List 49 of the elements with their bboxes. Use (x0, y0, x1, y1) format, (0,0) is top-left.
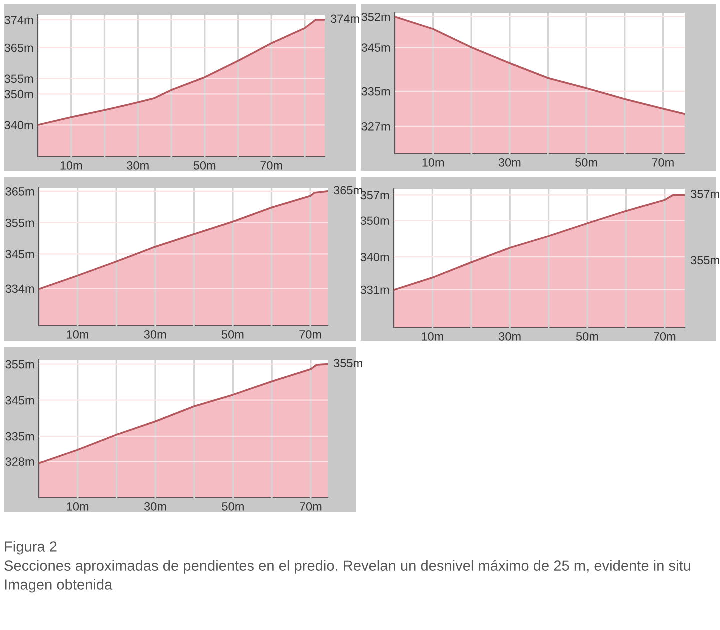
y-tick-label: 355m (6, 360, 34, 369)
x-tick-label: 30m (144, 502, 166, 511)
x-tick-label: 10m (67, 330, 88, 339)
y-tick-label: 350m (4, 90, 34, 99)
y-tick-label: 340m (4, 121, 34, 130)
y-tick-label: 365m (6, 187, 34, 196)
x-tick-label: 30m (499, 332, 521, 341)
y-tick-label: 328m (6, 458, 34, 466)
annotation: 355m (334, 359, 362, 368)
x-tick-label: 30m (498, 158, 521, 167)
x-tick-label: 70m (260, 161, 282, 170)
x-tick-label: 10m (422, 158, 444, 167)
text: Secciones aproximadas de pendientes en el predio. Revelan un desnivel máximo de 25 m, evidente in situ (4, 560, 690, 574)
x-tick-label: 50m (222, 502, 244, 511)
x-tick-label: 10m (422, 332, 444, 341)
x-tick-label: 10m (67, 502, 89, 511)
x-tick-label: 30m (127, 161, 149, 170)
y-tick-label: 352m (362, 12, 390, 22)
annotation: 357m (691, 190, 720, 198)
y-tick-label: 335m (362, 87, 390, 96)
x-tick-label: 50m (576, 332, 598, 341)
x-tick-label: 30m (144, 330, 166, 339)
annotation: 355m (691, 256, 720, 265)
y-tick-label: 334m (6, 284, 34, 294)
y-tick-label: 331m (360, 286, 390, 294)
y-tick-label: 340m (360, 253, 390, 262)
x-tick-label: 10m (60, 161, 82, 170)
y-tick-label: 345m (6, 396, 34, 405)
y-tick-label: 355m (6, 218, 34, 228)
text: Figura 2 (5, 541, 57, 555)
y-tick-label: 345m (362, 44, 390, 52)
annotation: 374m (331, 14, 360, 24)
y-tick-label: 335m (6, 432, 34, 441)
x-tick-label: 50m (576, 158, 598, 167)
x-tick-label: 70m (300, 330, 322, 339)
x-tick-label: 50m (222, 330, 244, 339)
y-tick-label: 350m (360, 216, 390, 226)
y-tick-label: 365m (4, 44, 34, 52)
x-tick-label: 50m (194, 161, 216, 170)
y-tick-label: 374m (4, 16, 34, 24)
x-tick-label: 70m (300, 502, 322, 511)
y-tick-label: 357m (360, 191, 390, 200)
x-tick-label: 70m (652, 158, 674, 167)
x-tick-label: 70m (654, 332, 676, 341)
annotation: 365m (334, 186, 362, 195)
text: Imagen obtenida (5, 579, 113, 593)
y-tick-label: 327m (362, 122, 390, 131)
y-tick-label: 355m (4, 74, 34, 84)
y-tick-label: 345m (6, 250, 34, 259)
